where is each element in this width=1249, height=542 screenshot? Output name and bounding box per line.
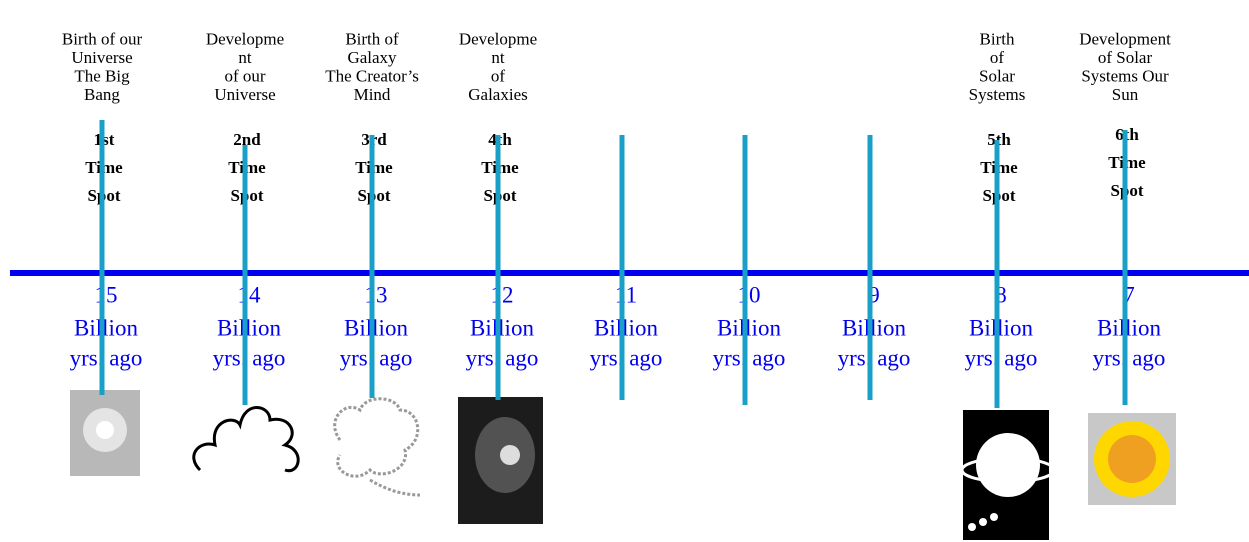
period-label: Sun (1112, 85, 1139, 104)
period-label: The Big (74, 66, 130, 85)
period-label: Birth (980, 29, 1015, 48)
period-label: Universe (214, 85, 275, 104)
period-label: Bang (84, 85, 120, 104)
period-label: of our (224, 66, 265, 85)
years-ago-label: 11 (615, 282, 637, 307)
period-label: Development (1079, 29, 1171, 48)
years-ago-label: Billion (344, 315, 408, 340)
period-label: Birth of (345, 29, 399, 48)
years-ago-label: Billion (969, 315, 1033, 340)
years-ago-label: yrs. ago (590, 345, 663, 370)
years-ago-label: 15 (95, 282, 118, 307)
years-ago-label: yrs. ago (965, 345, 1038, 370)
years-ago-label: Billion (74, 315, 138, 340)
image-cloud (194, 408, 298, 471)
period-label: Universe (71, 48, 132, 67)
period-label: Galaxies (468, 85, 527, 104)
years-ago-label: 10 (738, 282, 761, 307)
years-ago-label: Billion (717, 315, 781, 340)
years-ago-label: 14 (238, 282, 262, 307)
years-ago-label: yrs. ago (213, 345, 286, 370)
years-ago-label: Billion (842, 315, 906, 340)
period-label: of (990, 48, 1005, 67)
years-ago-label: 13 (365, 282, 388, 307)
period-label: nt (238, 48, 252, 67)
image-planet (962, 410, 1054, 540)
image-galaxy-outline (335, 399, 420, 495)
image-big-bang (70, 390, 140, 476)
years-ago-label: yrs. ago (1093, 345, 1166, 370)
years-ago-label: 12 (491, 282, 514, 307)
years-ago-label: Billion (1097, 315, 1161, 340)
period-label: of Solar (1098, 48, 1153, 67)
period-label: Systems (969, 85, 1026, 104)
years-ago-label: Billion (470, 315, 534, 340)
years-ago-label: yrs. ago (466, 345, 539, 370)
period-label: Systems Our (1081, 66, 1169, 85)
period-label: Birth of our (62, 29, 143, 48)
period-label: Developme (206, 29, 284, 48)
years-ago-label: yrs. ago (70, 345, 143, 370)
period-label: Mind (354, 85, 391, 104)
time-axis (10, 270, 1249, 276)
page: {"columns": [ {"label": ["Birth of our",… (0, 0, 1249, 542)
years-ago-label: Billion (217, 315, 281, 340)
period-label: Solar (979, 66, 1015, 85)
period-label: nt (491, 48, 505, 67)
years-ago-label: Billion (594, 315, 658, 340)
period-label: Developme (459, 29, 537, 48)
period-label: of (491, 66, 506, 85)
image-galaxy (458, 397, 543, 524)
years-ago-label: yrs. ago (838, 345, 911, 370)
period-label: The Creator’s (325, 66, 419, 85)
years-ago-label: yrs. ago (713, 345, 786, 370)
period-label: Galaxy (347, 48, 397, 67)
years-ago-label: yrs. ago (340, 345, 413, 370)
timeline: Birth of ourUniverseThe BigBang1stTimeSp… (0, 0, 1249, 542)
image-sun (1088, 413, 1176, 505)
